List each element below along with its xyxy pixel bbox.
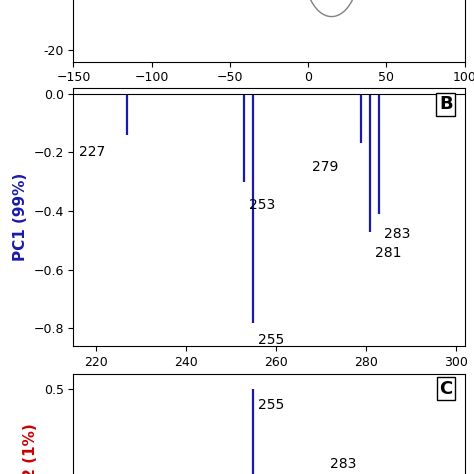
Text: 227: 227 xyxy=(79,145,105,159)
Y-axis label: PC2 (1%): PC2 (1%) xyxy=(23,423,38,474)
Text: 281: 281 xyxy=(374,246,401,260)
Y-axis label: PC1 (99%): PC1 (99%) xyxy=(13,173,27,261)
X-axis label: PC1 (99%): PC1 (99%) xyxy=(225,90,313,105)
Text: C: C xyxy=(439,380,453,398)
Text: 283: 283 xyxy=(330,457,356,471)
Text: 283: 283 xyxy=(383,227,410,241)
Text: 255: 255 xyxy=(258,333,284,347)
X-axis label: m/z: m/z xyxy=(255,374,283,389)
Text: B: B xyxy=(439,95,453,113)
Text: 279: 279 xyxy=(312,160,338,173)
Text: 255: 255 xyxy=(258,399,284,412)
Text: 253: 253 xyxy=(249,198,275,212)
